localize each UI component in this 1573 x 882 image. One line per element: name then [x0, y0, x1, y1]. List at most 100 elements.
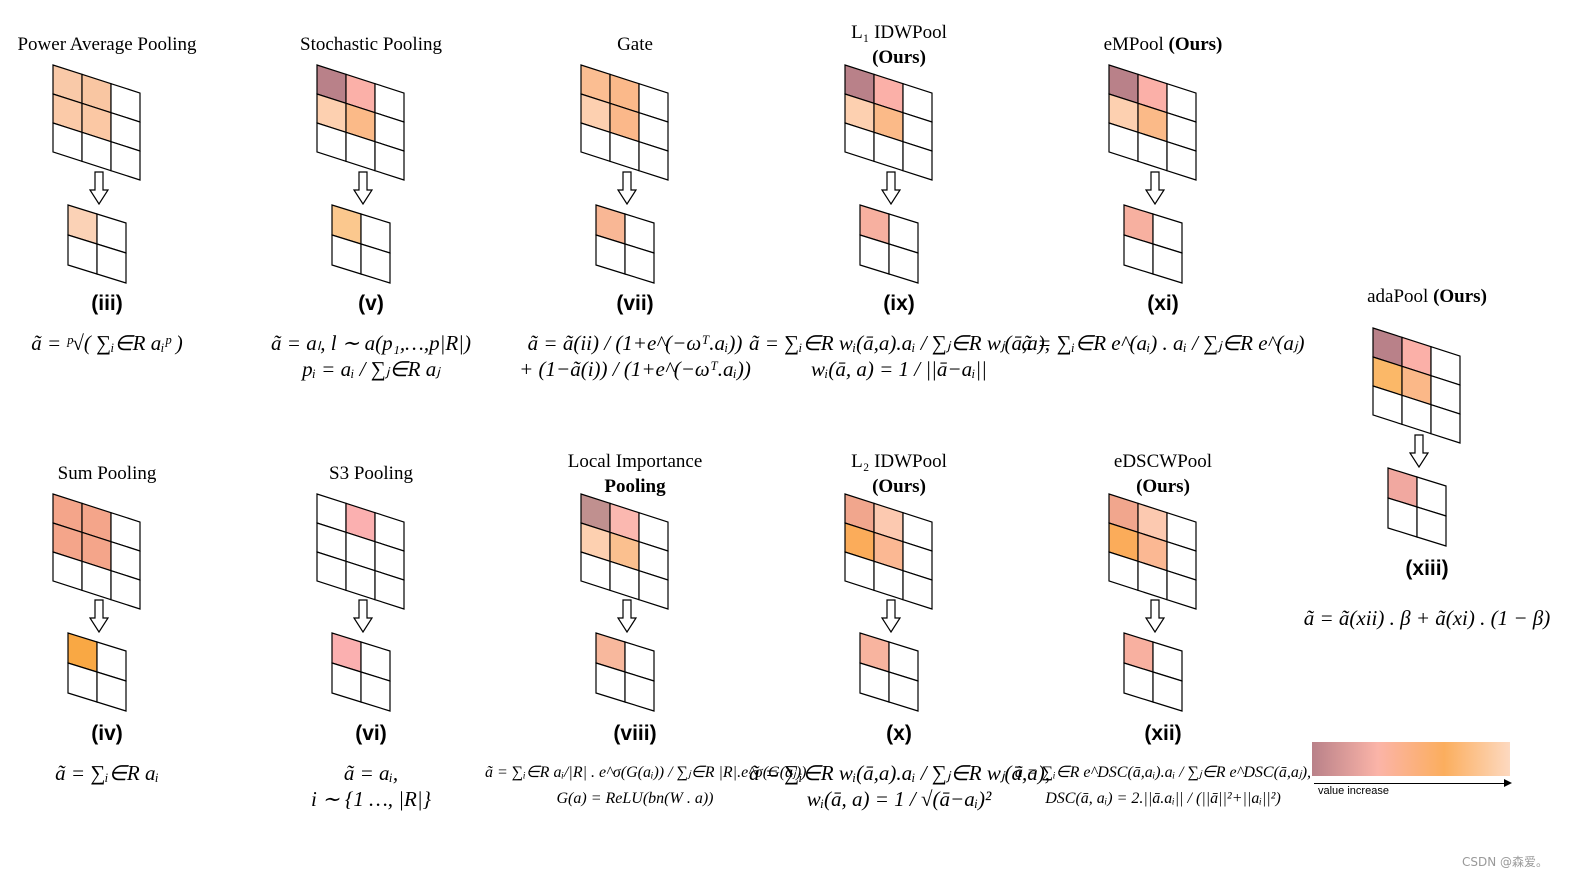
formula-iii: ã = ᵖ√( ∑ᵢ∈R aᵢᵖ ) [0, 330, 257, 356]
grid-cell [1166, 140, 1197, 181]
panel-label-iii: (iii) [91, 292, 123, 315]
down-arrow-icon [1408, 434, 1430, 469]
down-arrow-icon [880, 171, 902, 206]
grid-cell [888, 243, 919, 284]
formula-line: wᵢ(ā, a) = 1 / ||ā−aᵢ|| [811, 357, 987, 381]
formula-line: ã = aᵢ, [343, 761, 399, 785]
down-arrow-icon [1144, 599, 1166, 634]
formula-line: ã = ã(xii) . β + ã(xi) . (1 − β) [1303, 606, 1551, 630]
legend-gradient-bar [1312, 742, 1510, 776]
down-arrow-icon [880, 599, 902, 634]
panel-title-xii: eDSCWPool (Ours) [1043, 449, 1283, 499]
title-text: eMPool [1103, 34, 1164, 55]
formula-v: ã = aₗ, l ∼ a(p₁,…,p|R|) pᵢ = aᵢ / ∑ⱼ∈R a… [221, 330, 521, 382]
grid-cell [1166, 569, 1197, 610]
formula-line: ã = ᵖ√( ∑ᵢ∈R aᵢᵖ ) [31, 331, 183, 355]
grid-cell [1416, 506, 1447, 547]
grid-cell [374, 140, 405, 181]
formula-xiii: ã = ã(xii) . β + ã(xi) . (1 − β) [1277, 605, 1573, 631]
formula-line: ã = ∑ᵢ∈R e^DSC(ā,aᵢ).aᵢ / ∑ⱼ∈R e^DSC(ā,a… [1014, 764, 1312, 781]
formula-line: i ∼ {1 …, |R|} [310, 787, 432, 811]
legend-arrow-head-icon [1504, 779, 1512, 787]
title-text: adaPool [1367, 286, 1429, 307]
panel-label-ix: (ix) [883, 292, 915, 315]
grid-cell [110, 140, 141, 181]
grid-cell [1152, 243, 1183, 284]
formula-line: ã = ∑ᵢ∈R wᵢ(ā,a).aᵢ / ∑ⱼ∈R wⱼ(ā,a), [749, 761, 1050, 785]
input-grid-vii [580, 64, 669, 181]
grid-cell [1430, 403, 1461, 444]
grid-cell [360, 671, 391, 712]
title-text: S3 Pooling [329, 463, 413, 484]
down-arrow-icon [352, 599, 374, 634]
legend-arrow-line [1314, 783, 1508, 784]
input-grid-xii [1108, 493, 1197, 610]
title-text: L₂ IDWPool [851, 451, 947, 472]
input-grid-xiii [1372, 327, 1461, 444]
formula-iv: ã = ∑ᵢ∈R aᵢ [0, 760, 257, 786]
title-text: Local Importance [567, 451, 703, 472]
formula-ix: ã = ∑ᵢ∈R wᵢ(ā,a).aᵢ / ∑ⱼ∈R wⱼ(ā,a), wᵢ(ā,… [749, 330, 1050, 382]
input-grid-viii [580, 493, 669, 610]
input-grid-vi [316, 493, 405, 610]
panel-label-xi: (xi) [1147, 292, 1179, 315]
panel-title-xi: eMPool (Ours) [1043, 32, 1283, 57]
title-text: eDSCWPool [1113, 451, 1213, 472]
formula-line: DSC(ā, aᵢ) = 2.||ā.aᵢ|| / (||ā||²+||aᵢ||… [1045, 790, 1281, 807]
title-ours: (Ours) [1136, 476, 1190, 497]
input-grid-iii [52, 64, 141, 181]
output-grid-iii [67, 204, 127, 284]
panel-title-vi: S3 Pooling [251, 461, 491, 486]
formula-line: wᵢ(ā, a) = 1 / √(ā−aᵢ)² [806, 787, 992, 811]
title-text: Sum Pooling [57, 463, 157, 484]
title-text: L₁ IDWPool [851, 22, 947, 43]
formula-line: ã = ∑ᵢ∈R wᵢ(ā,a).aᵢ / ∑ⱼ∈R wⱼ(ā,a), [749, 331, 1050, 355]
formula-line: ã = aₗ, l ∼ a(p₁,…,p|R|) [271, 331, 471, 355]
output-grid-xiii [1387, 467, 1447, 547]
output-grid-vii [595, 204, 655, 284]
formula-xii: ã = ∑ᵢ∈R e^DSC(ā,aᵢ).aᵢ / ∑ⱼ∈R e^DSC(ā,a… [1013, 760, 1313, 812]
down-arrow-icon [616, 599, 638, 634]
input-grid-ix [844, 64, 933, 181]
panel-label-xii: (xii) [1144, 722, 1182, 745]
title-ours: (Ours) [872, 47, 926, 68]
formula-line: G(a) = ReLU(bn(W . a)) [556, 790, 714, 807]
title-ours: (Ours) [1433, 286, 1487, 307]
output-grid-xi [1123, 204, 1183, 284]
panel-title-vii: Gate [515, 32, 755, 57]
panel-title-viii: Local Importance Pooling [515, 449, 755, 499]
panel-title-v: Stochastic Pooling [251, 32, 491, 57]
input-grid-iv [52, 493, 141, 610]
output-grid-ix [859, 204, 919, 284]
grid-cell [638, 140, 669, 181]
panel-label-iv: (iv) [91, 722, 123, 745]
panel-title-iii: Power Average Pooling [0, 32, 227, 57]
panel-title-ix: L₁ IDWPool (Ours) [779, 20, 1019, 70]
output-grid-v [331, 204, 391, 284]
formula-xi: ã = ∑ᵢ∈R e^(aᵢ) . aᵢ / ∑ⱼ∈R e^(aⱼ) [1013, 330, 1313, 356]
title-text: Gate [617, 34, 653, 55]
title-ours: (Ours) [1168, 34, 1223, 55]
panel-label-xiii: (xiii) [1405, 557, 1449, 580]
title-ours: (Ours) [872, 476, 926, 497]
grid-cell [902, 140, 933, 181]
formula-vi: ã = aᵢ, i ∼ {1 …, |R|} [221, 760, 521, 812]
panel-label-v: (v) [358, 292, 384, 315]
grid-cell [638, 569, 669, 610]
panel-title-iv: Sum Pooling [0, 461, 227, 486]
grid-cell [374, 569, 405, 610]
watermark: CSDN @森爱。 [1462, 855, 1549, 869]
formula-line: ã = ã(ii) / (1+e^(−ωᵀ.aᵢ)) [527, 331, 743, 355]
grid-cell [902, 569, 933, 610]
down-arrow-icon [616, 171, 638, 206]
grid-cell [624, 671, 655, 712]
formula-viii: ã = ∑ᵢ∈R aᵢ/|R| . e^σ(G(aᵢ)) / ∑ⱼ∈R |R|.… [485, 760, 807, 812]
grid-cell [96, 671, 127, 712]
output-grid-x [859, 632, 919, 712]
panel-title-xiii: adaPool (Ours) [1307, 284, 1547, 309]
panel-title-x: L₂ IDWPool (Ours) [779, 449, 1019, 499]
title-ours: Pooling [604, 476, 666, 497]
formula-line: ã = ∑ᵢ∈R aᵢ/|R| . e^σ(G(aᵢ)) / ∑ⱼ∈R |R|.… [485, 764, 807, 781]
input-grid-xi [1108, 64, 1197, 181]
